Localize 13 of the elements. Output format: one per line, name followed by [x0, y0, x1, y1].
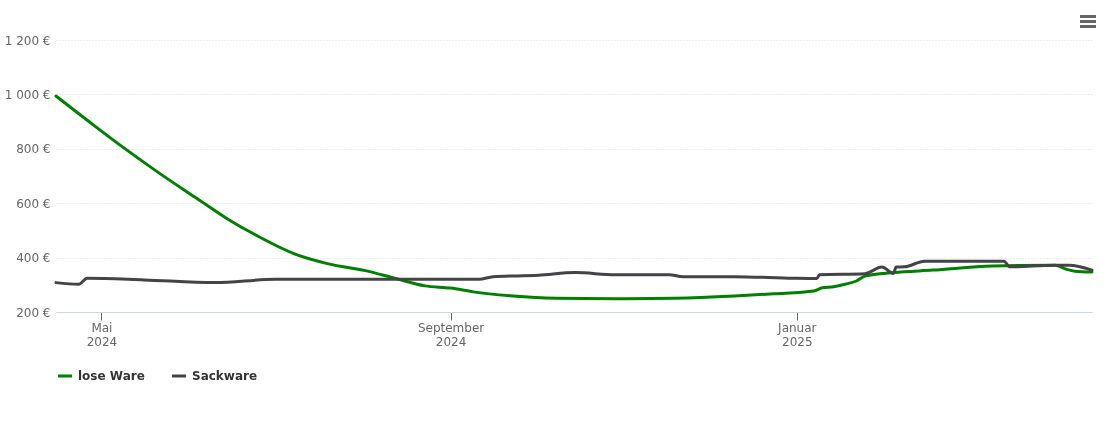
x-tick-label: September 2024	[417, 320, 485, 349]
y-tick-label: 800 €	[16, 142, 51, 157]
line-series	[54, 259, 1094, 286]
x-tick-label: Januar 2025	[777, 320, 817, 349]
legend-label: lose Ware	[78, 369, 145, 383]
x-tick-label: Mai 2024	[86, 320, 118, 349]
y-tick-label: 400 €	[16, 251, 51, 266]
y-tick-label: 600 €	[16, 196, 51, 211]
legend-label: Sackware	[192, 369, 258, 383]
line-series	[54, 94, 1094, 301]
y-tick-label: 1 000 €	[4, 87, 51, 102]
y-tick-label: 200 €	[16, 305, 51, 320]
y-tick-label: 1 200 €	[4, 33, 51, 48]
